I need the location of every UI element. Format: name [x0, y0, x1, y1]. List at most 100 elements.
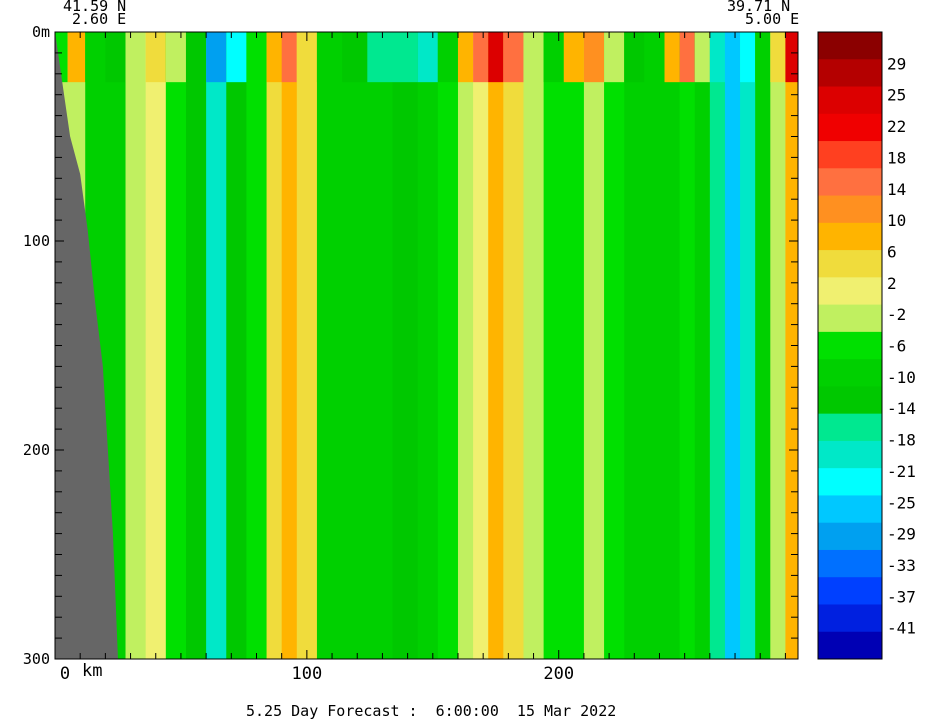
heatmap-surface-cell — [437, 32, 459, 83]
colorbar-label: -33 — [887, 556, 916, 575]
heatmap-surface-cell — [709, 32, 726, 83]
heatmap-column — [798, 32, 804, 659]
heatmap-column — [145, 32, 167, 659]
heatmap-column — [709, 32, 726, 659]
heatmap-column — [624, 32, 645, 659]
heatmap-surface-cell — [624, 32, 645, 83]
heatmap-column — [473, 32, 489, 659]
colorbar-label: 22 — [887, 117, 906, 136]
colorbar-swatch — [818, 32, 882, 60]
heatmap-column — [185, 32, 207, 659]
heatmap-surface-cell — [281, 32, 298, 83]
heatmap-surface-cell — [226, 32, 248, 83]
colorbar-label: 29 — [887, 54, 906, 73]
heatmap-column — [543, 32, 565, 659]
heatmap-surface-cell — [740, 32, 756, 83]
colorbar-label: 2 — [887, 274, 897, 293]
colorbar-swatch — [818, 549, 882, 578]
colorbar-swatch — [818, 359, 882, 387]
colorbar-label: -41 — [887, 619, 916, 638]
land-mask — [55, 32, 118, 659]
colorbar-label: -18 — [887, 431, 916, 450]
colorbar-swatch — [818, 386, 882, 415]
heatmap-surface-cell — [246, 32, 268, 83]
heatmap-surface-cell — [296, 32, 318, 83]
heatmap-surface-cell — [165, 32, 187, 83]
heatmap-column — [457, 32, 474, 659]
heatmap-surface-cell — [694, 32, 711, 83]
colorbar-label: 14 — [887, 180, 906, 199]
heatmap-column — [392, 32, 419, 659]
colorbar-label: -14 — [887, 399, 916, 418]
header-left-lat: 41.59 N — [63, 0, 127, 15]
heatmap-surface-cell — [67, 32, 86, 83]
heatmap-column — [266, 32, 283, 659]
heatmap-surface-cell — [342, 32, 368, 83]
colorbar-swatch — [818, 304, 882, 333]
heatmap-column — [316, 32, 343, 659]
colorbar-swatch — [818, 141, 882, 169]
colorbar-swatch — [818, 468, 882, 496]
colorbar-swatch — [818, 413, 882, 442]
heatmap-column — [740, 32, 756, 659]
heatmap-surface-cell — [206, 32, 227, 83]
heatmap-column — [679, 32, 696, 659]
heatmap-surface-cell — [523, 32, 545, 83]
heatmap-surface-cell — [604, 32, 625, 83]
colorbar-label: -2 — [887, 305, 906, 324]
colorbar-swatch — [818, 195, 882, 224]
heatmap-surface-cell — [644, 32, 666, 83]
heatmap-surface-cell — [185, 32, 207, 83]
colorbar-swatch — [818, 495, 882, 524]
header-right-lon: 5.00 E — [745, 10, 800, 28]
colorbar: 29 25 22 18 14 10 6 2 -2 -6 -10 -14 -18 -21 -25 -29 -33 -… — [817, 31, 916, 660]
colorbar-swatch — [818, 522, 882, 551]
forecast-caption: 5.25 Day Forecast : 6:00:00 15 Mar 2022 — [246, 702, 617, 720]
colorbar-swatch — [818, 59, 882, 88]
heatmap-column — [563, 32, 585, 659]
heatmap-surface-cell — [724, 32, 741, 83]
heatmap-surface-cell — [798, 32, 804, 82]
x-tick-label: 100 — [292, 664, 323, 684]
heatmap-column — [724, 32, 741, 659]
colorbar-swatch — [818, 250, 882, 278]
heatmap-column — [226, 32, 248, 659]
heatmap-surface-cell — [543, 32, 565, 83]
heatmap-surface-cell — [583, 32, 605, 83]
heatmap-column — [770, 32, 787, 659]
heatmap-surface-cell — [105, 32, 127, 83]
heatmap-surface-cell — [145, 32, 167, 83]
colorbar-swatch — [818, 331, 882, 360]
heatmap-column — [755, 32, 771, 659]
heatmap-surface-cell — [473, 32, 489, 83]
heatmap-surface-cell — [503, 32, 525, 83]
heatmap-column — [246, 32, 268, 659]
heatmap-surface-cell — [392, 32, 419, 83]
colorbar-swatch — [818, 168, 882, 197]
heatmap-column — [604, 32, 625, 659]
colorbar-swatch — [818, 222, 882, 251]
heatmap-surface-cell — [679, 32, 696, 83]
heatmap-column — [281, 32, 298, 659]
x-tick-label: 200 — [543, 664, 574, 684]
heatmap-column — [437, 32, 459, 659]
heatmap-column — [125, 32, 147, 659]
colorbar-label: 10 — [887, 211, 906, 230]
colorbar-swatch — [818, 277, 882, 306]
heatmap-column — [342, 32, 368, 659]
colorbar-swatch — [818, 440, 882, 469]
heatmap-column — [488, 32, 504, 659]
colorbar-swatch — [818, 577, 882, 605]
heatmap-column — [165, 32, 187, 659]
heatmap-surface-cell — [755, 32, 771, 83]
colorbar-label: 18 — [887, 148, 906, 167]
heatmap-surface-cell — [457, 32, 474, 83]
heatmap-column — [644, 32, 666, 659]
heatmap-surface-cell — [770, 32, 787, 83]
colorbar-label: -10 — [887, 368, 916, 387]
header-left-lon: 2.60 E — [72, 10, 127, 28]
heatmap-surface-cell — [316, 32, 343, 83]
heatmap-surface-cell — [266, 32, 283, 83]
colorbar-swatch — [818, 604, 882, 633]
